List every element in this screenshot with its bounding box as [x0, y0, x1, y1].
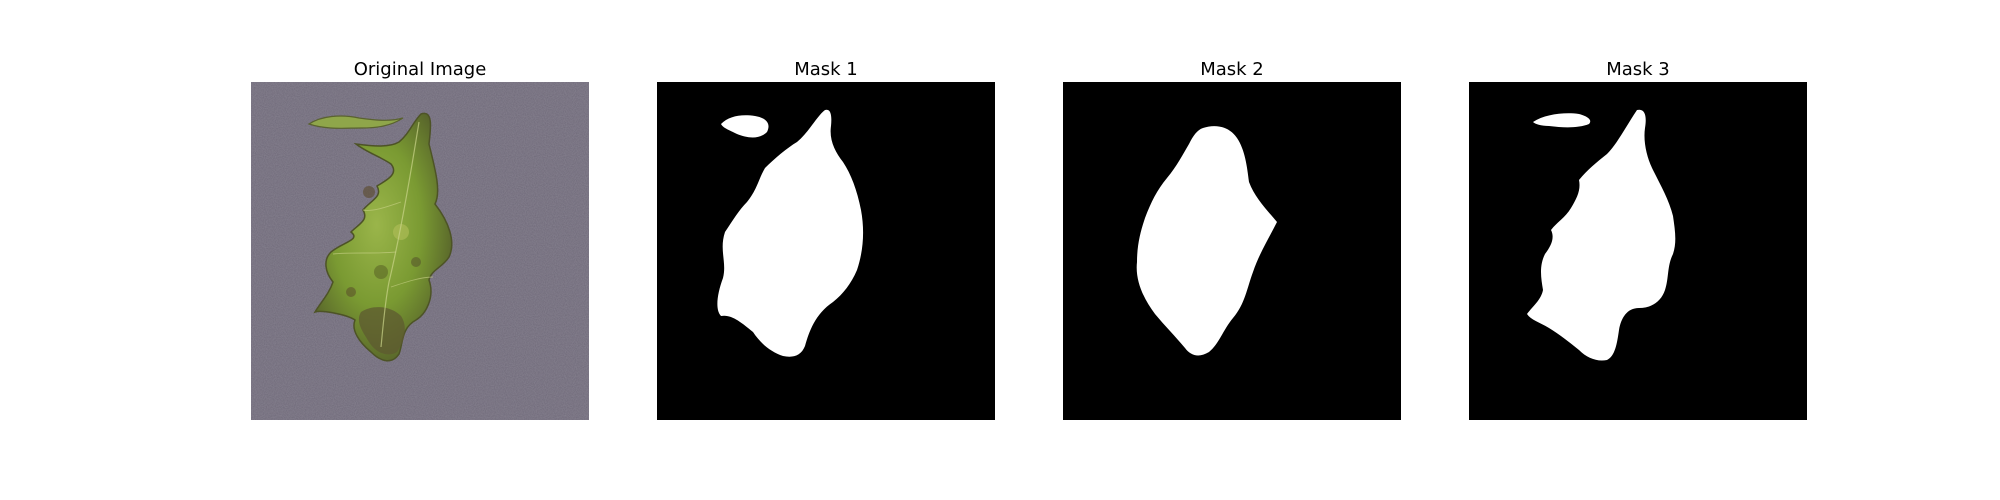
- mask-3-image: [1469, 82, 1807, 420]
- mask-region-stem: [721, 115, 769, 138]
- panel-mask-2: Mask 2: [1063, 58, 1401, 420]
- mask-region-leaf: [1527, 109, 1676, 361]
- panel-original-image: Original Image: [251, 58, 589, 420]
- mask-region-leaf: [1136, 126, 1277, 356]
- mask-region-stem: [1533, 113, 1591, 128]
- panel-title: Original Image: [353, 59, 487, 80]
- leaf-body: [313, 112, 453, 362]
- panel-title: Mask 1: [794, 59, 858, 80]
- leaf-damaged-area: [358, 307, 405, 355]
- panel-title: Mask 2: [1200, 59, 1264, 80]
- leaf-stem: [307, 115, 404, 129]
- leaf-photo: [251, 82, 589, 420]
- mask-2-image: [1063, 82, 1401, 420]
- mask-1-image: [657, 82, 995, 420]
- panel-mask-1: Mask 1: [657, 58, 995, 420]
- panel-mask-3: Mask 3: [1469, 58, 1807, 420]
- mask-region-leaf: [717, 109, 864, 357]
- panel-title: Mask 3: [1606, 59, 1670, 80]
